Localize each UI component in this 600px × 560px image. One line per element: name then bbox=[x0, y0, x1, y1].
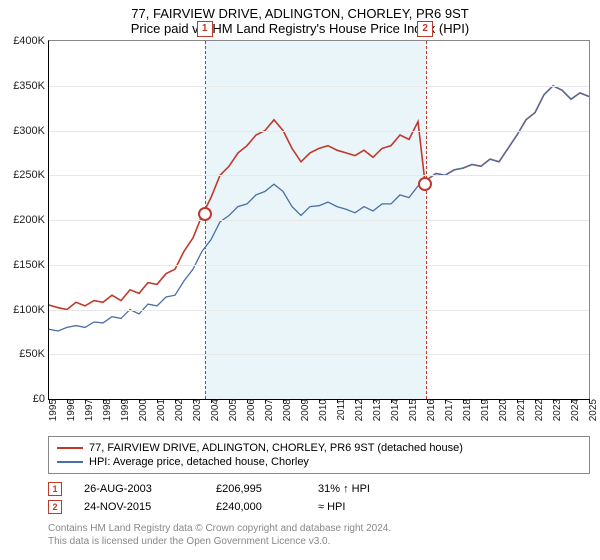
title-line-2: Price paid vs. HM Land Registry's House … bbox=[0, 21, 600, 40]
x-axis-label: 2006 bbox=[243, 399, 257, 421]
x-axis-label: 2013 bbox=[369, 399, 383, 421]
gridline bbox=[49, 310, 589, 311]
x-axis-label: 2001 bbox=[153, 399, 167, 421]
y-axis-label: £250K bbox=[13, 169, 49, 181]
x-axis-label: 2018 bbox=[459, 399, 473, 421]
chart-plot-area: £0£50K£100K£150K£200K£250K£300K£350K£400… bbox=[48, 40, 590, 400]
series-line-property bbox=[49, 86, 589, 310]
x-axis-label: 1997 bbox=[81, 399, 95, 421]
sale-price: £240,000 bbox=[216, 501, 296, 513]
x-axis-label: 2010 bbox=[315, 399, 329, 421]
x-axis-label: 1998 bbox=[99, 399, 113, 421]
x-axis-label: 2021 bbox=[513, 399, 527, 421]
footer-line: This data is licensed under the Open Gov… bbox=[48, 535, 590, 548]
sale-hpi-delta: 31% ↑ HPI bbox=[318, 483, 438, 495]
legend-item: HPI: Average price, detached house, Chor… bbox=[57, 455, 581, 469]
x-axis-label: 2008 bbox=[279, 399, 293, 421]
x-axis-label: 2015 bbox=[405, 399, 419, 421]
sale-marker-icon: 1 bbox=[48, 482, 62, 496]
x-axis-label: 2009 bbox=[297, 399, 311, 421]
sale-row: 2 24-NOV-2015 £240,000 ≈ HPI bbox=[48, 498, 590, 516]
x-axis-label: 2000 bbox=[135, 399, 149, 421]
sale-date: 24-NOV-2015 bbox=[84, 501, 194, 513]
gridline bbox=[49, 220, 589, 221]
gridline bbox=[49, 354, 589, 355]
x-axis-label: 2003 bbox=[189, 399, 203, 421]
legend: 77, FAIRVIEW DRIVE, ADLINGTON, CHORLEY, … bbox=[48, 436, 590, 474]
x-axis-label: 2005 bbox=[225, 399, 239, 421]
gridline bbox=[49, 86, 589, 87]
sale-marker-dot bbox=[198, 207, 212, 221]
x-axis-label: 2019 bbox=[477, 399, 491, 421]
sale-hpi-delta: ≈ HPI bbox=[318, 501, 438, 513]
gridline bbox=[49, 265, 589, 266]
x-axis-label: 2014 bbox=[387, 399, 401, 421]
footer-line: Contains HM Land Registry data © Crown c… bbox=[48, 522, 590, 535]
y-axis-label: £100K bbox=[13, 304, 49, 316]
y-axis-label: £400K bbox=[13, 35, 49, 47]
sale-marker-box: 2 bbox=[417, 21, 433, 37]
sales-table: 1 26-AUG-2003 £206,995 31% ↑ HPI 2 24-NO… bbox=[48, 480, 590, 516]
x-axis-label: 2022 bbox=[531, 399, 545, 421]
x-axis-label: 1996 bbox=[63, 399, 77, 421]
y-axis-label: £300K bbox=[13, 125, 49, 137]
legend-label: HPI: Average price, detached house, Chor… bbox=[89, 456, 309, 468]
x-axis-label: 2016 bbox=[423, 399, 437, 421]
series-line-hpi bbox=[49, 86, 589, 331]
title-line-1: 77, FAIRVIEW DRIVE, ADLINGTON, CHORLEY, … bbox=[0, 0, 600, 21]
legend-swatch bbox=[57, 461, 83, 463]
sale-marker-icon: 2 bbox=[48, 500, 62, 514]
gridline bbox=[49, 175, 589, 176]
x-axis-label: 2017 bbox=[441, 399, 455, 421]
x-axis-label: 2024 bbox=[567, 399, 581, 421]
legend-item: 77, FAIRVIEW DRIVE, ADLINGTON, CHORLEY, … bbox=[57, 441, 581, 455]
x-axis-label: 2012 bbox=[351, 399, 365, 421]
sale-marker-box: 1 bbox=[197, 21, 213, 37]
sale-marker-dot bbox=[418, 177, 432, 191]
x-axis-label: 2002 bbox=[171, 399, 185, 421]
x-axis-label: 2004 bbox=[207, 399, 221, 421]
x-axis-label: 2020 bbox=[495, 399, 509, 421]
sale-price: £206,995 bbox=[216, 483, 296, 495]
x-axis-label: 1999 bbox=[117, 399, 131, 421]
y-axis-label: £200K bbox=[13, 214, 49, 226]
sale-row: 1 26-AUG-2003 £206,995 31% ↑ HPI bbox=[48, 480, 590, 498]
chart-container: 77, FAIRVIEW DRIVE, ADLINGTON, CHORLEY, … bbox=[0, 0, 600, 560]
x-axis-label: 1995 bbox=[45, 399, 59, 421]
gridline bbox=[49, 131, 589, 132]
footer-attribution: Contains HM Land Registry data © Crown c… bbox=[48, 522, 590, 548]
y-axis-label: £350K bbox=[13, 80, 49, 92]
y-axis-label: £50K bbox=[19, 348, 49, 360]
sale-date: 26-AUG-2003 bbox=[84, 483, 194, 495]
x-axis-label: 2007 bbox=[261, 399, 275, 421]
x-axis-label: 2023 bbox=[549, 399, 563, 421]
x-axis-label: 2025 bbox=[585, 399, 599, 421]
legend-swatch bbox=[57, 447, 83, 449]
y-axis-label: £150K bbox=[13, 259, 49, 271]
x-axis-label: 2011 bbox=[333, 399, 347, 421]
legend-label: 77, FAIRVIEW DRIVE, ADLINGTON, CHORLEY, … bbox=[89, 442, 463, 454]
